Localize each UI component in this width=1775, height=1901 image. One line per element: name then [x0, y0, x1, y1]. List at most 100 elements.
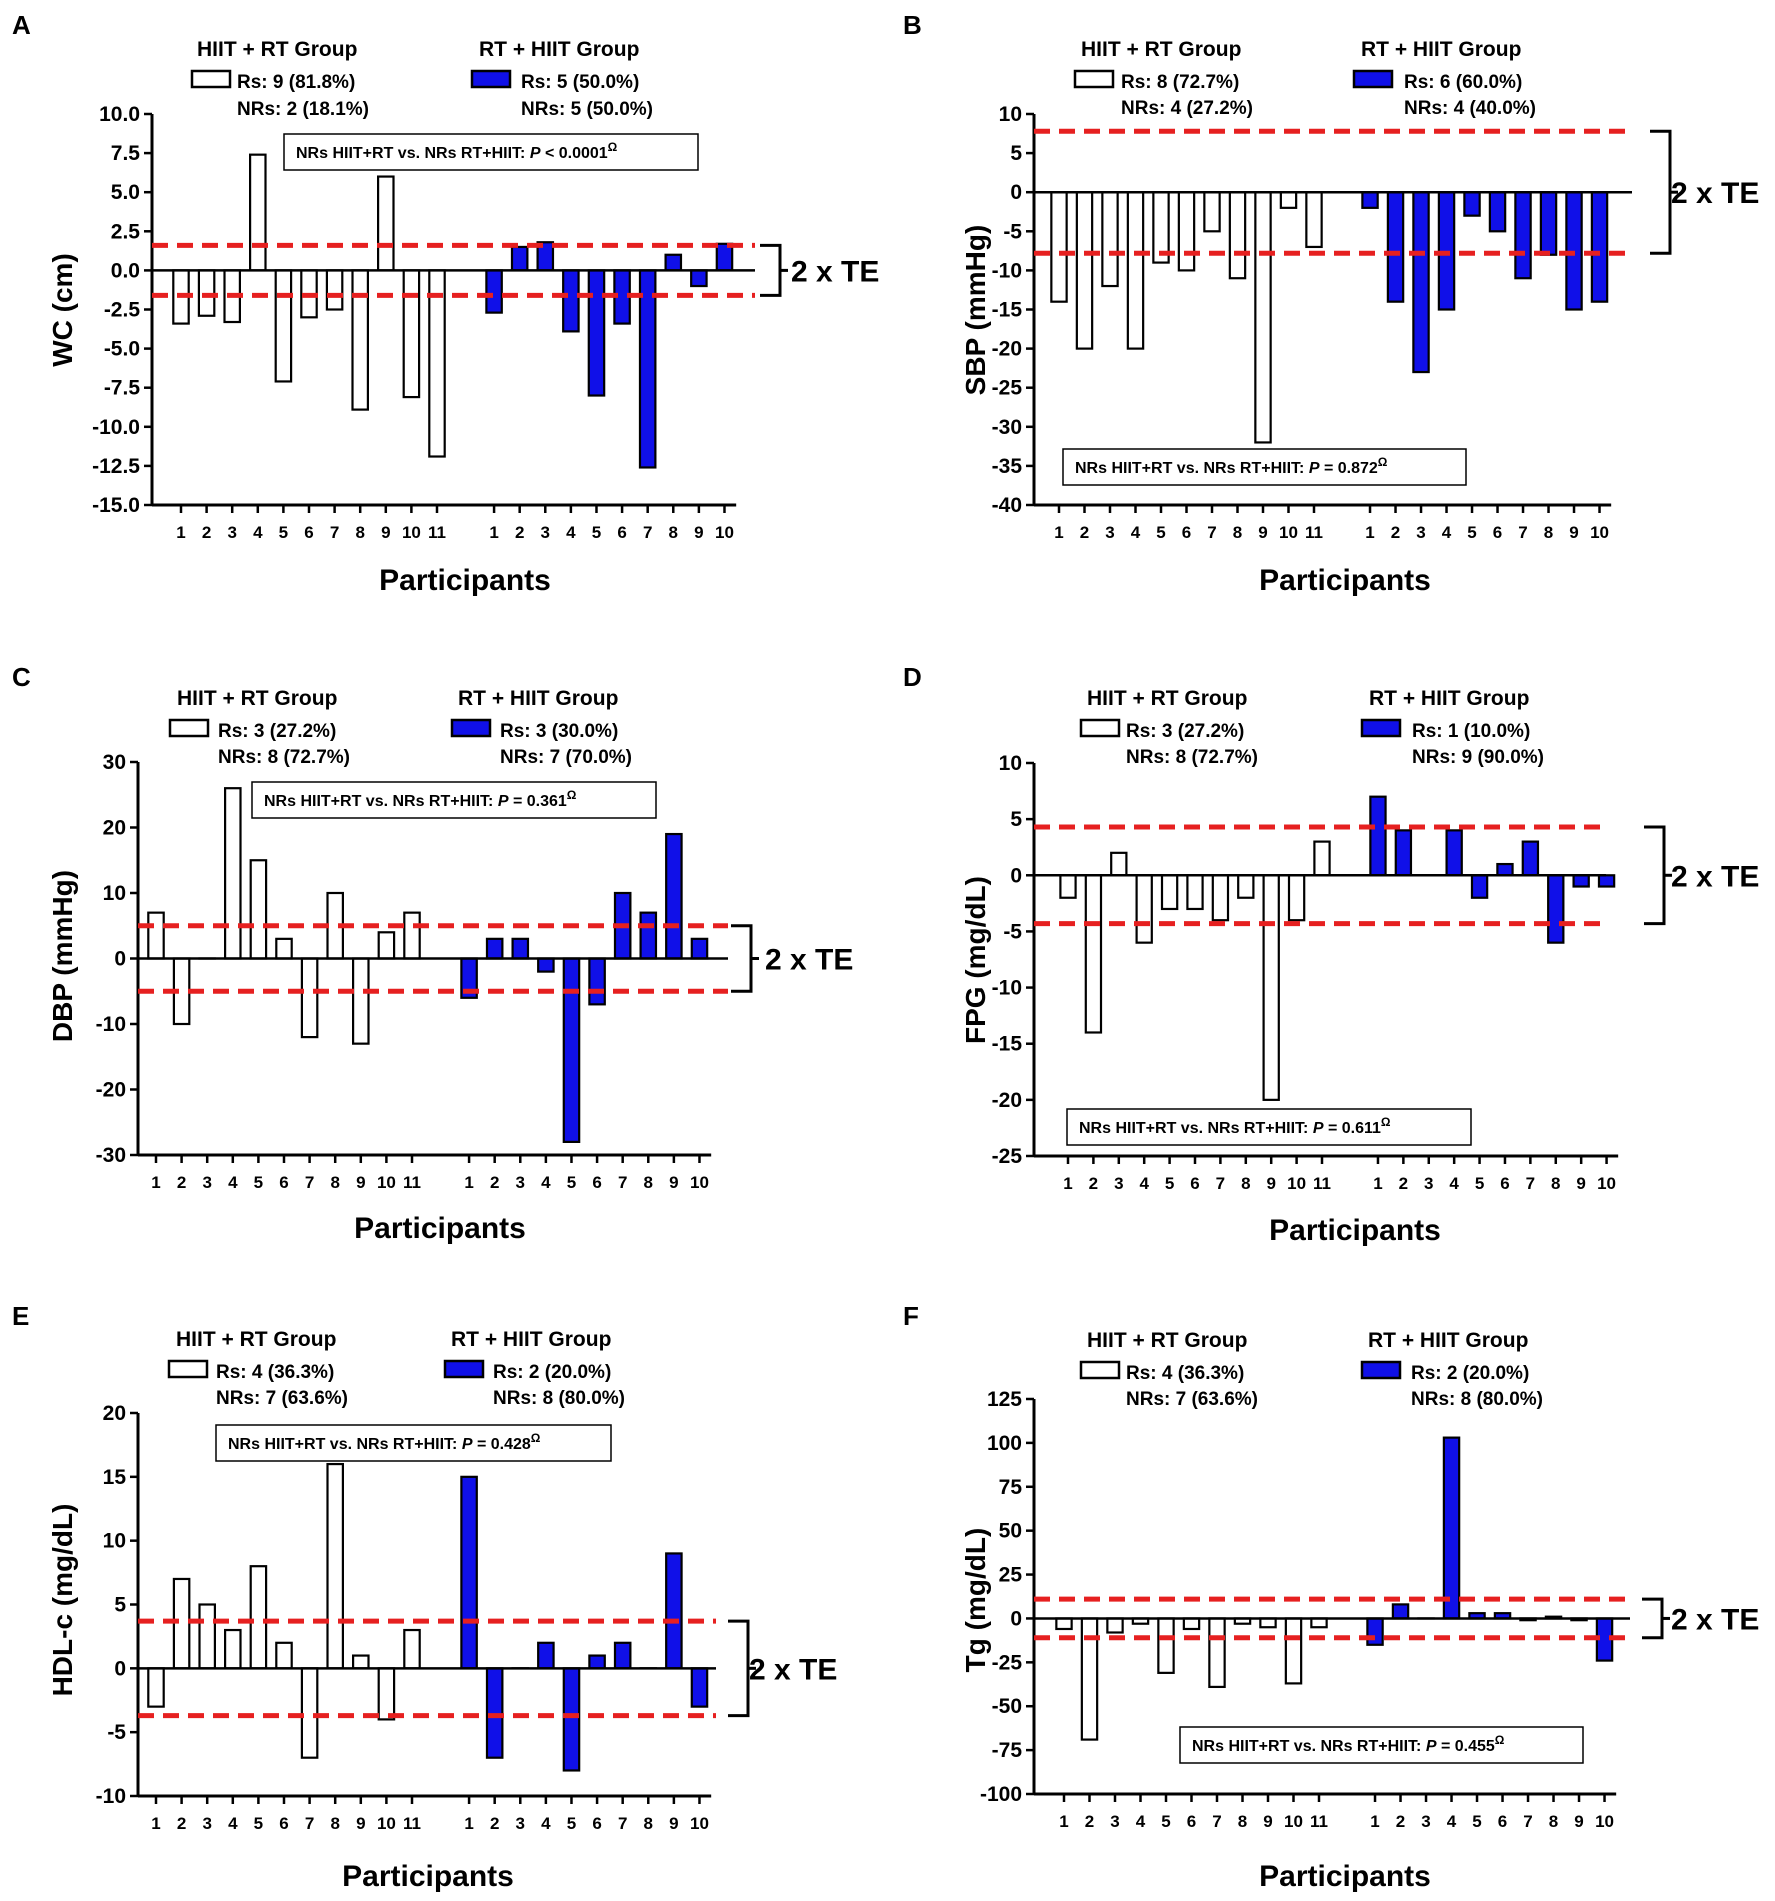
x-tick-label: 6 — [1187, 1812, 1196, 1831]
x-tick-label: 8 — [330, 1173, 339, 1192]
x-tick-label: 4 — [228, 1814, 238, 1833]
y-axis-label: FPG (mg/dL) — [960, 876, 991, 1044]
y-tick-label: 125 — [987, 1388, 1022, 1411]
te-label: 2 x TE — [791, 255, 879, 288]
hiit-rt-bar-9 — [1255, 192, 1270, 442]
hiit-rt-responders: Rs: 4 (36.3%) — [1126, 1363, 1244, 1384]
hiit-rt-bar-11 — [1306, 192, 1321, 247]
x-tick-label: 5 — [1475, 1174, 1484, 1193]
x-tick-label: 1 — [489, 523, 498, 542]
y-tick-label: 100 — [987, 1432, 1022, 1455]
stats-omega: Ω — [608, 140, 618, 154]
hiit-rt-nonresponders: NRs: 4 (27.2%) — [1121, 98, 1253, 119]
x-tick-label: 3 — [1105, 523, 1114, 542]
x-tick-label: 7 — [1526, 1174, 1535, 1193]
x-axis-label: Participants — [354, 1212, 526, 1245]
hiit-rt-bar-4 — [1137, 875, 1152, 942]
rt-hiit-bar-4 — [1444, 1438, 1459, 1619]
rt-hiit-bar-10 — [692, 939, 707, 959]
hiit-rt-bar-2 — [174, 1579, 189, 1668]
rt-hiit-bar-7 — [1523, 842, 1538, 876]
x-tick-label: 6 — [1493, 523, 1502, 542]
rt-hiit-bar-9 — [666, 834, 681, 958]
hiit-rt-bar-3 — [200, 1605, 215, 1669]
hiit-rt-bar-11 — [1311, 1618, 1326, 1627]
x-tick-label: 1 — [464, 1814, 473, 1833]
x-tick-label: 5 — [1156, 523, 1165, 542]
x-tick-label: 10 — [1597, 1174, 1616, 1193]
x-tick-label: 8 — [1238, 1812, 1247, 1831]
hiit-rt-bar-11 — [404, 913, 419, 959]
te-label: 2 x TE — [749, 1653, 837, 1686]
y-tick-label: -50 — [992, 1695, 1022, 1718]
stats-value: = 0.455 — [1437, 1738, 1495, 1755]
x-tick-label: 10 — [1590, 523, 1609, 542]
x-tick-label: 5 — [254, 1173, 263, 1192]
te-label: 2 x TE — [1671, 860, 1759, 893]
rt-hiit-bar-4 — [538, 1643, 553, 1669]
stats-p: P — [498, 793, 509, 810]
x-tick-label: 3 — [1421, 1812, 1430, 1831]
y-tick-label: -7.5 — [104, 377, 141, 400]
y-axis-label: DBP (mmHg) — [47, 870, 78, 1042]
hiit-rt-responders: Rs: 4 (36.3%) — [216, 1362, 334, 1383]
y-tick-label: -20 — [992, 338, 1022, 361]
x-tick-label: 6 — [279, 1814, 288, 1833]
x-tick-label: 2 — [1089, 1174, 1098, 1193]
rt-hiit-bar-3 — [1413, 192, 1428, 372]
x-tick-label: 7 — [643, 523, 652, 542]
hiit-rt-bar-3 — [1102, 192, 1117, 286]
x-tick-label: 2 — [1391, 523, 1400, 542]
rt-hiit-group-title: RT + HIIT Group — [458, 687, 618, 710]
x-tick-label: 4 — [1449, 1174, 1459, 1193]
hiit-rt-bar-1 — [148, 1668, 163, 1706]
x-tick-label: 6 — [1500, 1174, 1509, 1193]
hiit-rt-responders: Rs: 8 (72.7%) — [1121, 72, 1239, 93]
y-tick-label: 5.0 — [111, 181, 140, 204]
x-tick-label: 6 — [592, 1814, 601, 1833]
rt-hiit-bar-9 — [1574, 875, 1589, 886]
te-label: 2 x TE — [1671, 177, 1759, 210]
rt-hiit-responders: Rs: 6 (60.0%) — [1404, 72, 1522, 93]
x-tick-label: 11 — [428, 523, 446, 542]
hiit-rt-bar-9 — [378, 177, 393, 271]
x-tick-label: 10 — [1279, 523, 1298, 542]
y-tick-label: -25 — [992, 1145, 1023, 1168]
x-tick-label: 2 — [1085, 1812, 1094, 1831]
hiit-rt-legend-swatch — [192, 71, 230, 87]
te-bracket — [731, 926, 751, 992]
rt-hiit-bar-6 — [1490, 192, 1505, 231]
hiit-rt-nonresponders: NRs: 7 (63.6%) — [216, 1388, 348, 1409]
hiit-rt-bar-1 — [1051, 192, 1066, 301]
rt-hiit-bar-1 — [1370, 797, 1385, 876]
stats-omega: Ω — [1495, 1733, 1505, 1747]
x-tick-label: 9 — [356, 1814, 365, 1833]
stats-value: = 0.611 — [1324, 1120, 1381, 1137]
hiit-rt-responders: Rs: 9 (81.8%) — [237, 72, 355, 93]
y-tick-label: 10 — [999, 103, 1022, 126]
hiit-rt-bar-1 — [148, 913, 163, 959]
rt-hiit-bar-8 — [1541, 192, 1556, 255]
x-tick-label: 3 — [227, 523, 236, 542]
stats-omega: Ω — [531, 1431, 541, 1445]
rt-hiit-bar-2 — [1393, 1604, 1408, 1618]
y-axis-label: SBP (mmHg) — [960, 225, 991, 396]
rt-hiit-bar-8 — [1548, 875, 1563, 942]
y-tick-label: 0 — [114, 1657, 126, 1680]
x-tick-label: 4 — [541, 1814, 551, 1833]
stats-prefix: NRs HIIT+RT vs. NRs RT+HIIT: — [1075, 460, 1309, 477]
x-tick-label: 2 — [1399, 1174, 1408, 1193]
hiit-rt-responders: Rs: 3 (27.2%) — [218, 721, 336, 742]
rt-hiit-bar-1 — [461, 1477, 476, 1669]
x-tick-label: 3 — [516, 1814, 525, 1833]
y-tick-label: 0 — [1010, 1607, 1022, 1630]
hiit-rt-bar-10 — [379, 1668, 394, 1719]
x-tick-label: 8 — [355, 523, 364, 542]
x-tick-label: 2 — [202, 523, 211, 542]
hiit-rt-legend-swatch — [1075, 71, 1113, 87]
hiit-rt-bar-6 — [1184, 1618, 1199, 1629]
x-tick-label: 5 — [567, 1173, 576, 1192]
rt-hiit-responders: Rs: 5 (50.0%) — [521, 72, 639, 93]
